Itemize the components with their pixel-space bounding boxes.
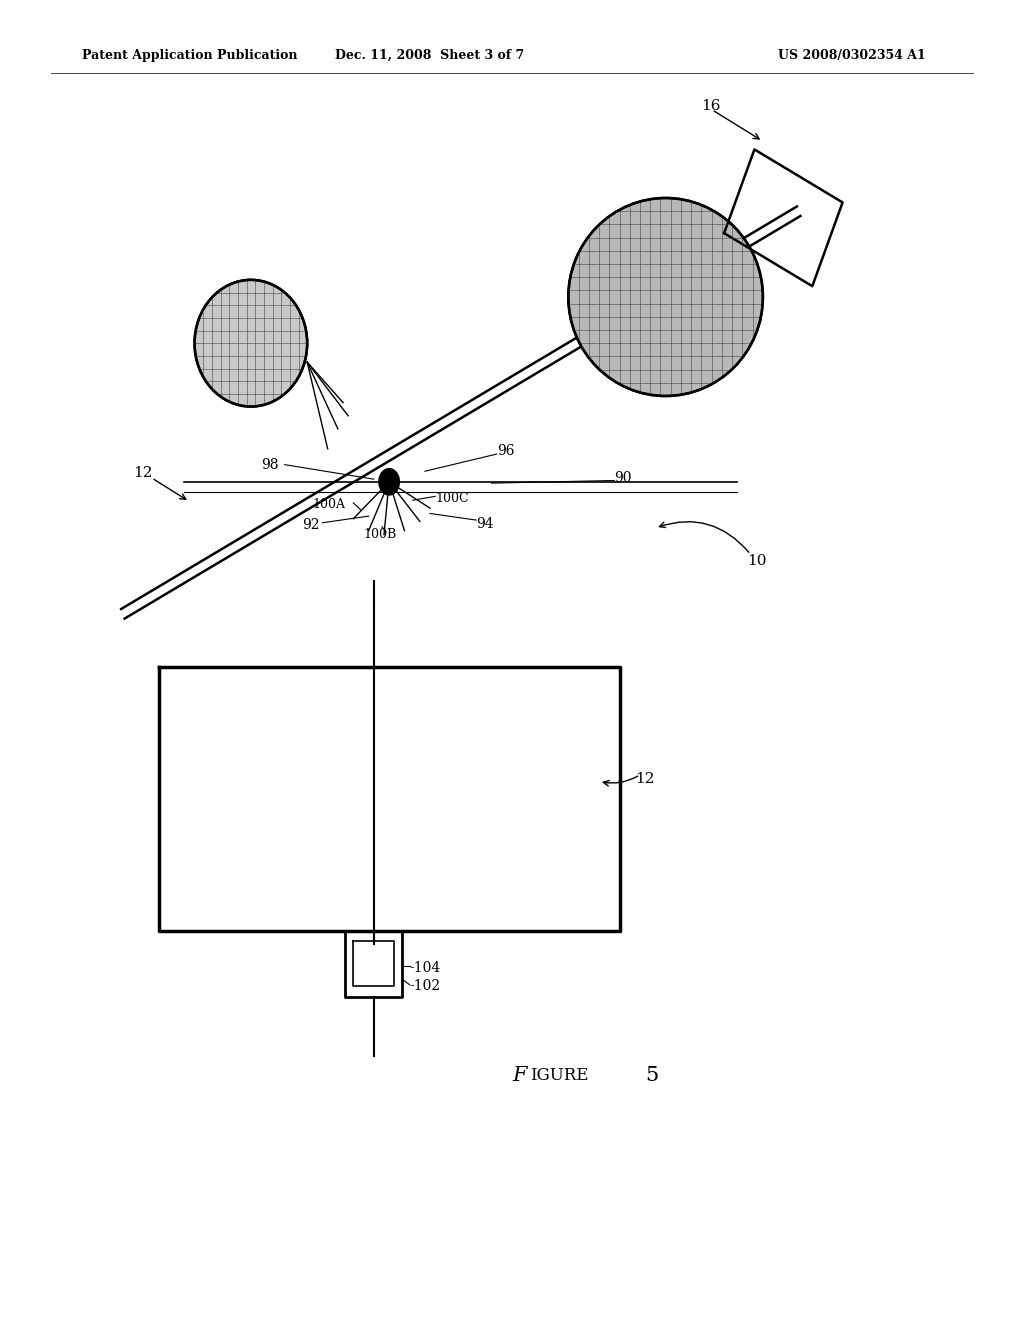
Text: 12: 12 <box>133 466 153 479</box>
Ellipse shape <box>195 280 307 407</box>
Text: 12: 12 <box>635 772 654 785</box>
Text: 14: 14 <box>737 310 757 323</box>
Text: IGURE: IGURE <box>530 1068 589 1084</box>
Text: 100B: 100B <box>364 528 396 541</box>
Text: US 2008/0302354 A1: US 2008/0302354 A1 <box>778 49 926 62</box>
Text: -104: -104 <box>410 961 441 974</box>
Text: Patent Application Publication: Patent Application Publication <box>82 49 297 62</box>
Circle shape <box>379 469 399 495</box>
Text: 92: 92 <box>302 519 319 532</box>
Text: 10: 10 <box>748 554 767 568</box>
Text: 100A: 100A <box>312 498 345 511</box>
Text: 100C: 100C <box>435 492 469 506</box>
Text: F: F <box>512 1067 526 1085</box>
Text: 96: 96 <box>497 445 514 458</box>
Ellipse shape <box>568 198 763 396</box>
Text: 5: 5 <box>645 1067 658 1085</box>
Text: 16: 16 <box>701 99 721 112</box>
Text: 94: 94 <box>476 517 494 531</box>
Text: 90: 90 <box>614 471 632 484</box>
Text: Dec. 11, 2008  Sheet 3 of 7: Dec. 11, 2008 Sheet 3 of 7 <box>336 49 524 62</box>
Text: -102: -102 <box>410 979 440 993</box>
Text: 98: 98 <box>261 458 279 471</box>
